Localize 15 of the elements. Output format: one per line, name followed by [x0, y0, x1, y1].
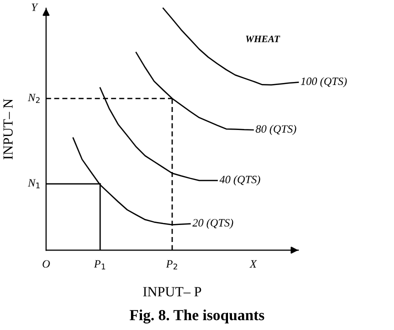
annotation: WHEAT [246, 36, 280, 42]
series-label: 40 (QTS) [219, 175, 260, 186]
y-axis-title: INPUT– N [3, 98, 13, 160]
x-tick-label: P$_{1}$ [94, 260, 106, 270]
x-tick-label: X [249, 260, 257, 268]
x-tick-label: P$_{2}$ [166, 260, 178, 270]
series-label: 100 (QTS) [300, 77, 347, 88]
x-tick-label: O [42, 260, 50, 268]
ref-line-label: N$_{1}$ [28, 179, 40, 188]
text: Fig. 8. The isoquants [130, 310, 264, 324]
series-label: 20 (QTS) [192, 218, 234, 229]
text: Y [32, 4, 38, 11]
series-label: 80 (QTS) [256, 124, 296, 135]
ref-line-label: N$_{2}$ [28, 94, 40, 103]
x-axis-title: INPUT– P [143, 287, 202, 296]
